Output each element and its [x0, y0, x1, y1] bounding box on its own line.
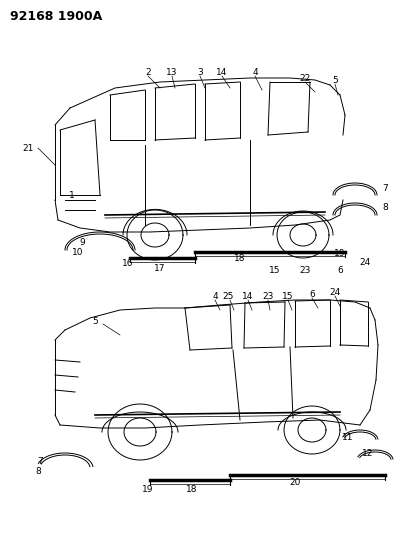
Text: 14: 14 [242, 292, 253, 301]
Text: 24: 24 [328, 287, 340, 296]
Text: 5: 5 [331, 76, 337, 85]
Text: 17: 17 [154, 263, 165, 272]
Text: 20: 20 [289, 479, 300, 488]
Text: 92168 1900A: 92168 1900A [10, 10, 102, 23]
Text: 14: 14 [216, 68, 227, 77]
Text: 11: 11 [341, 433, 353, 442]
Text: 7: 7 [37, 457, 43, 466]
Text: 13: 13 [166, 68, 177, 77]
Text: 4: 4 [251, 68, 257, 77]
Text: 18: 18 [234, 254, 245, 262]
Text: 5: 5 [92, 318, 97, 327]
Text: 1: 1 [69, 190, 75, 199]
Text: 18: 18 [186, 486, 197, 495]
Text: 23: 23 [299, 265, 310, 274]
Text: 21: 21 [22, 143, 34, 152]
Text: 8: 8 [35, 466, 41, 475]
Text: 2: 2 [145, 68, 150, 77]
Text: 24: 24 [358, 257, 370, 266]
Text: 10: 10 [72, 247, 83, 256]
Text: 9: 9 [79, 238, 85, 246]
Text: 15: 15 [269, 265, 280, 274]
Text: 6: 6 [336, 265, 342, 274]
Text: 12: 12 [361, 449, 373, 458]
Text: 7: 7 [381, 183, 387, 192]
Text: 8: 8 [381, 203, 387, 212]
Text: 22: 22 [299, 74, 310, 83]
Text: 15: 15 [282, 292, 293, 301]
Text: 3: 3 [196, 68, 203, 77]
Text: 25: 25 [222, 292, 233, 301]
Text: 19: 19 [142, 486, 153, 495]
Text: 16: 16 [122, 259, 134, 268]
Text: 23: 23 [262, 292, 273, 301]
Text: 6: 6 [308, 289, 314, 298]
Text: 4: 4 [212, 292, 217, 301]
Text: 19: 19 [333, 248, 345, 257]
